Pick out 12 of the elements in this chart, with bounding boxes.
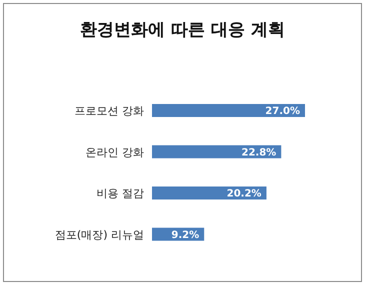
data-label: 27.0% [265, 106, 300, 118]
y-tick-label: 프로모션 강화 [74, 104, 144, 118]
data-label: 20.2% [226, 188, 262, 200]
y-tick-label: 점포(매장) 리뉴얼 [54, 228, 144, 242]
bar [152, 145, 282, 158]
y-tick-label: 온라인 강화 [86, 146, 144, 159]
bar [152, 186, 266, 200]
bar [152, 104, 305, 117]
data-label: 9.2% [171, 230, 200, 241]
data-label: 22.8% [241, 147, 276, 158]
chart-title: 환경변화에 따른 대응 계획 [79, 19, 286, 41]
y-tick-label: 비용 절감 [96, 187, 144, 200]
